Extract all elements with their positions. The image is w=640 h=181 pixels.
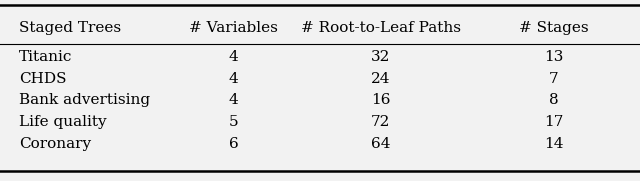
Text: 72: 72 [371, 115, 390, 129]
Text: # Stages: # Stages [519, 21, 588, 35]
Text: 24: 24 [371, 72, 390, 86]
Text: 4: 4 [228, 72, 239, 86]
Text: 7: 7 [548, 72, 559, 86]
Text: Coronary: Coronary [19, 137, 92, 151]
Text: 4: 4 [228, 50, 239, 64]
Text: 8: 8 [548, 93, 559, 108]
Text: Life quality: Life quality [19, 115, 107, 129]
Text: 6: 6 [228, 137, 239, 151]
Text: # Root-to-Leaf Paths: # Root-to-Leaf Paths [301, 21, 461, 35]
Text: Staged Trees: Staged Trees [19, 21, 122, 35]
Text: 14: 14 [544, 137, 563, 151]
Text: 16: 16 [371, 93, 390, 108]
Text: 13: 13 [544, 50, 563, 64]
Text: 4: 4 [228, 93, 239, 108]
Text: # Variables: # Variables [189, 21, 278, 35]
Text: 5: 5 [228, 115, 239, 129]
Text: Titanic: Titanic [19, 50, 72, 64]
Text: 64: 64 [371, 137, 390, 151]
Text: CHDS: CHDS [19, 72, 67, 86]
Text: 32: 32 [371, 50, 390, 64]
Text: 17: 17 [544, 115, 563, 129]
Text: Bank advertising: Bank advertising [19, 93, 150, 108]
